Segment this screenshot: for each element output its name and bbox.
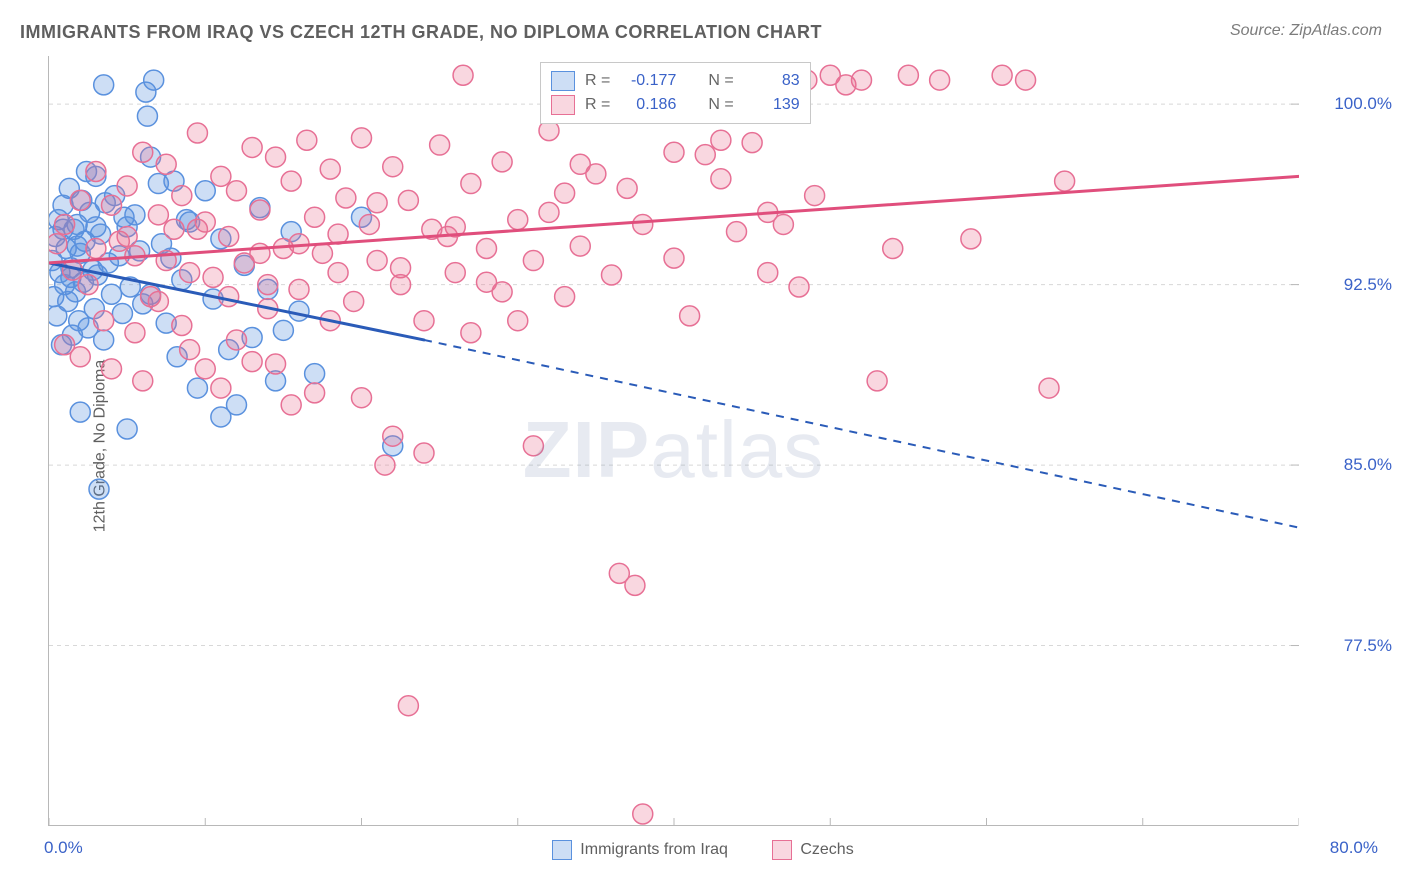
y-axis-tick-label: 85.0%	[1344, 455, 1392, 475]
page-root: IMMIGRANTS FROM IRAQ VS CZECH 12TH GRADE…	[0, 0, 1406, 892]
correlation-row-series-1: R = 0.186 N = 139	[551, 93, 800, 117]
correlation-legend: R = -0.177 N = 83 R = 0.186 N = 139	[540, 62, 811, 124]
correlation-row-series-0: R = -0.177 N = 83	[551, 69, 800, 93]
bottom-legend-item-0: Immigrants from Iraq	[552, 840, 728, 860]
legend-swatch-series-1	[551, 95, 575, 115]
legend-label-R: R =	[585, 93, 610, 117]
chart-plot-area: ZIPatlas	[48, 56, 1298, 826]
legend-label-N: N =	[708, 69, 733, 93]
bottom-legend-label-0: Immigrants from Iraq	[580, 841, 728, 859]
legend-label-N: N =	[708, 93, 733, 117]
legend-label-R: R =	[585, 69, 610, 93]
y-axis-tick-label: 100.0%	[1334, 94, 1392, 114]
bottom-legend-item-1: Czechs	[772, 840, 853, 860]
y-axis-tick-label: 77.5%	[1344, 636, 1392, 656]
bottom-legend-swatch-1	[772, 840, 792, 860]
y-axis-tick-label: 92.5%	[1344, 275, 1392, 295]
legend-swatch-series-0	[551, 71, 575, 91]
legend-value-R-0: -0.177	[620, 69, 676, 93]
legend-value-N-0: 83	[744, 69, 800, 93]
bottom-legend-swatch-0	[552, 840, 572, 860]
bottom-legend: Immigrants from Iraq Czechs	[0, 840, 1406, 865]
chart-title: IMMIGRANTS FROM IRAQ VS CZECH 12TH GRADE…	[20, 22, 822, 43]
bottom-legend-label-1: Czechs	[800, 841, 853, 859]
chart-svg	[49, 56, 1299, 826]
source-attribution: Source: ZipAtlas.com	[1230, 22, 1382, 40]
legend-value-N-1: 139	[744, 93, 800, 117]
legend-value-R-1: 0.186	[620, 93, 676, 117]
